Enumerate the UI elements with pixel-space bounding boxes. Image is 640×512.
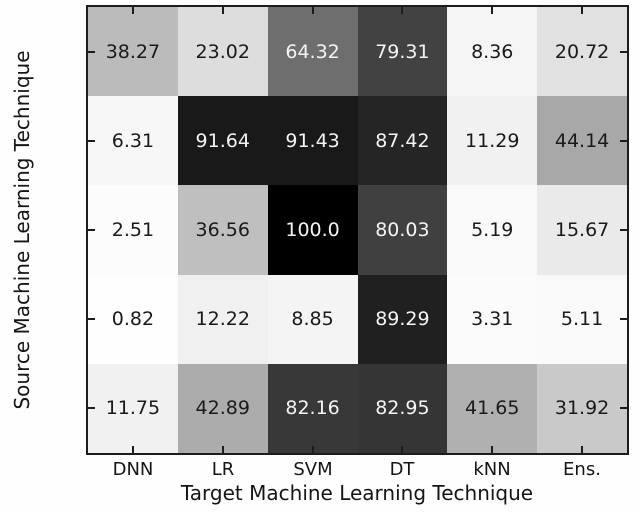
heatmap-cell: 42.89 xyxy=(177,363,268,453)
heatmap-cell: 64.32 xyxy=(267,7,358,97)
heatmap-cell: 5.19 xyxy=(447,185,538,275)
tick-mark xyxy=(312,446,314,453)
heatmap-cell: 91.43 xyxy=(267,96,358,186)
heatmap-cell: 8.85 xyxy=(267,274,358,364)
tick-mark xyxy=(88,318,95,320)
heatmap-cell: 44.14 xyxy=(537,96,627,186)
heatmap-cell: 8.36 xyxy=(447,7,538,97)
tick-mark xyxy=(222,446,224,453)
tick-mark xyxy=(620,407,627,409)
tick-mark xyxy=(581,7,583,14)
heatmap-cell: 87.42 xyxy=(357,96,448,186)
heatmap-cell: 11.29 xyxy=(447,96,538,186)
x-tick-label: kNN xyxy=(473,459,511,480)
heatmap-cell: 41.65 xyxy=(447,363,538,453)
x-tick-label: SVM xyxy=(293,459,333,480)
tick-mark xyxy=(88,229,95,231)
tick-mark xyxy=(401,7,403,14)
tick-mark xyxy=(491,7,493,14)
tick-mark xyxy=(491,446,493,453)
tick-mark xyxy=(88,51,95,53)
tick-mark xyxy=(401,446,403,453)
heatmap-cell: 38.27 xyxy=(88,7,178,97)
x-tick-label: LR xyxy=(211,459,235,480)
heatmap-cell: 100.0 xyxy=(267,185,358,275)
tick-mark xyxy=(620,51,627,53)
y-axis-label: Source Machine Learning Technique xyxy=(10,50,34,410)
heatmap-cell: 82.95 xyxy=(357,363,448,453)
heatmap-cell: 82.16 xyxy=(267,363,358,453)
heatmap-cell: 91.64 xyxy=(177,96,268,186)
x-tick-label: DT xyxy=(389,459,415,480)
x-tick-label: Ens. xyxy=(563,459,601,480)
heatmap-cell: 15.67 xyxy=(537,185,627,275)
heatmap-cell: 6.31 xyxy=(88,96,178,186)
tick-mark xyxy=(222,7,224,14)
heatmap-cell: 2.51 xyxy=(88,185,178,275)
tick-mark xyxy=(620,318,627,320)
heatmap-cell: 12.22 xyxy=(177,274,268,364)
tick-mark xyxy=(581,446,583,453)
x-tick-label: DNN xyxy=(112,459,154,480)
heatmap-cell: 36.56 xyxy=(177,185,268,275)
tick-mark xyxy=(132,446,134,453)
heatmap-cell: 0.82 xyxy=(88,274,178,364)
heatmap-cell: 3.31 xyxy=(447,274,538,364)
heatmap-cell: 79.31 xyxy=(357,7,448,97)
heatmap-cell: 11.75 xyxy=(88,363,178,453)
tick-mark xyxy=(132,7,134,14)
heatmap-cell: 80.03 xyxy=(357,185,448,275)
tick-mark xyxy=(88,140,95,142)
heatmap-cell: 31.92 xyxy=(537,363,627,453)
tick-mark xyxy=(88,407,95,409)
x-axis-label: Target Machine Learning Technique xyxy=(180,481,534,505)
tick-mark xyxy=(620,140,627,142)
heatmap-cell: 20.72 xyxy=(537,7,627,97)
heatmap-grid: 38.27 23.02 64.32 79.31 8.36 20.72 6.31 91.64 91… xyxy=(88,7,627,453)
tick-mark xyxy=(620,229,627,231)
heatmap-cell: 5.11 xyxy=(537,274,627,364)
heatmap-cell: 89.29 xyxy=(357,274,448,364)
heatmap-cell: 23.02 xyxy=(177,7,268,97)
heatmap-plot: 38.27 23.02 64.32 79.31 8.36 20.72 6.31 91.64 91… xyxy=(86,5,629,455)
tick-mark xyxy=(312,7,314,14)
